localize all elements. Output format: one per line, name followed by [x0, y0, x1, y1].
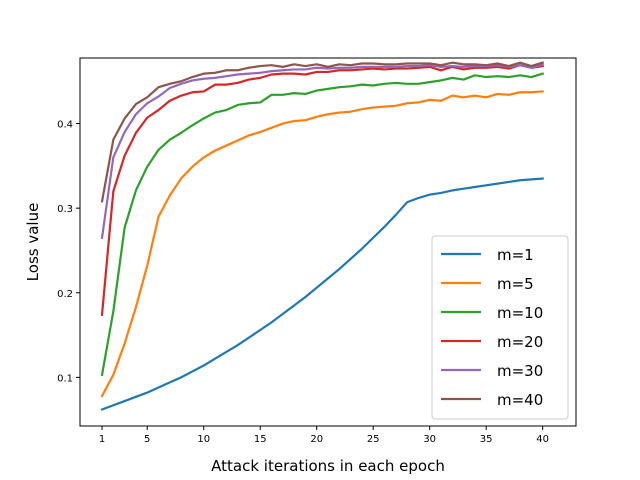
y-tick-label: 0.2	[57, 289, 73, 300]
series-line-1	[100, 177, 544, 411]
series-line-2	[100, 90, 544, 398]
legend-label: m=20	[497, 333, 543, 351]
legend: m=1 m=5 m=10 m=20 m=30 m=40	[431, 235, 569, 420]
x-tick-label: 10	[197, 434, 210, 445]
y-tick-label: 0.4	[57, 120, 73, 131]
x-tick-label: 25	[367, 434, 380, 445]
series-line-5	[100, 62, 545, 240]
plot-frame	[79, 57, 577, 427]
series-layer	[100, 61, 545, 411]
y-tick-label: 0.3	[57, 204, 73, 215]
legend-label: m=30	[497, 362, 543, 380]
legend-label: m=5	[497, 275, 534, 293]
x-tick-label: 35	[480, 434, 493, 445]
x-tick-label: 1	[99, 434, 105, 445]
series-line-4	[100, 64, 544, 316]
series-line-6	[100, 61, 545, 203]
x-tick-label: 5	[144, 434, 150, 445]
x-tick-label: 40	[536, 434, 549, 445]
legend-box	[431, 235, 569, 420]
legend-label: m=40	[497, 391, 543, 409]
x-tick-label: 15	[254, 434, 267, 445]
axes-layer: 1 5 10 15 20 25 30 35 400.10.20.30.4	[57, 57, 577, 445]
y-tick-label: 0.1	[57, 373, 73, 384]
series-line-3	[100, 72, 545, 377]
x-axis-title: Attack iterations in each epoch	[211, 457, 445, 475]
legend-label: m=1	[497, 246, 534, 264]
legend-label: m=10	[497, 304, 543, 322]
x-tick-label: 30	[423, 434, 436, 445]
y-axis-title: Loss value	[24, 203, 42, 282]
x-tick-label: 20	[310, 434, 323, 445]
